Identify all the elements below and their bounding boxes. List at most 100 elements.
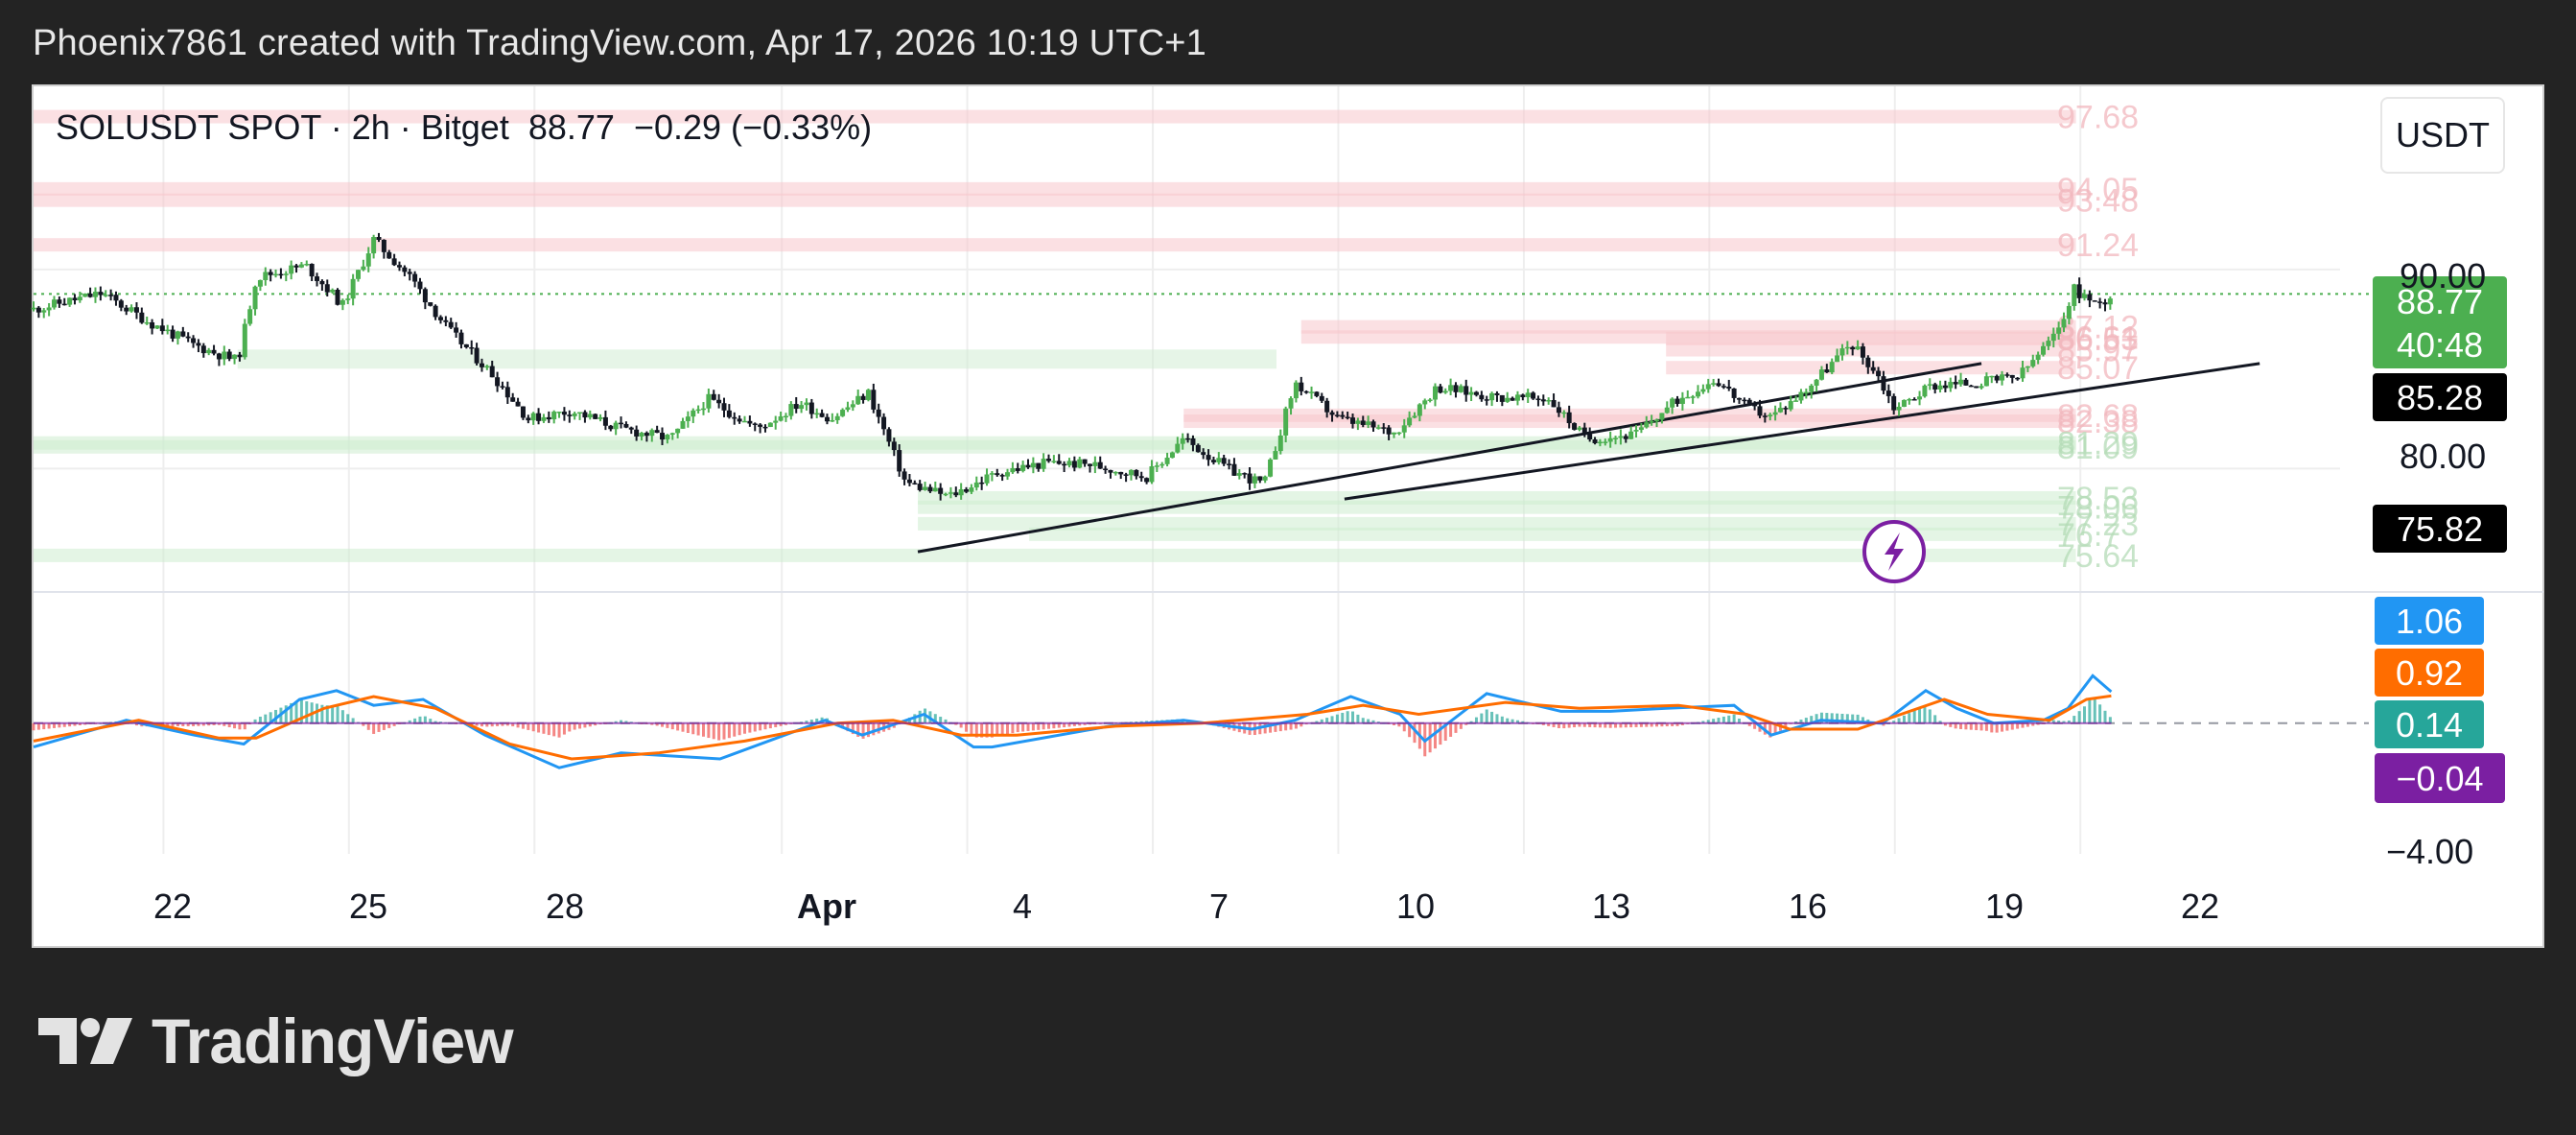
macd-histogram-bar <box>166 722 170 727</box>
macd-histogram-bar <box>1861 717 1864 723</box>
macd-histogram-bar <box>134 722 138 726</box>
candle-body <box>1427 399 1433 401</box>
candle-body <box>1329 412 1335 415</box>
candle-body <box>1489 392 1495 401</box>
candle-body <box>407 272 412 274</box>
candle-body <box>129 307 134 312</box>
candle-body <box>298 264 304 268</box>
candle-body <box>799 405 805 410</box>
candle-body <box>1649 421 1654 423</box>
macd-histogram-bar <box>1289 722 1293 730</box>
candle-body <box>273 273 279 276</box>
candle-body <box>2061 319 2067 328</box>
signal-value-tag: 0.92 <box>2375 649 2484 697</box>
candle-body <box>1118 471 1124 475</box>
candle-body <box>948 492 953 494</box>
histogram-value-tag-text: 0.14 <box>2396 705 2463 745</box>
macd-histogram-bar <box>1979 722 1983 731</box>
candle-body <box>932 487 938 492</box>
macd-histogram-bar <box>1541 722 1545 725</box>
macd-histogram-bar <box>846 722 850 732</box>
histogram-value-tag: 0.14 <box>2375 700 2484 748</box>
resistance-zone-label: 93.48 <box>2057 183 2139 220</box>
symbol-legend[interactable]: SOLUSDT SPOT · 2h · Bitget 88.77 −0.29 (… <box>56 107 873 147</box>
candle-body <box>98 292 104 296</box>
signal-value-tag-text: 0.92 <box>2396 653 2463 693</box>
chart-attribution: Phoenix7861 created with TradingView.com… <box>33 23 1206 63</box>
macd-histogram-bar <box>717 722 721 741</box>
candle-body <box>855 395 861 405</box>
resistance-zone <box>34 238 2076 252</box>
candle-body <box>1154 465 1159 467</box>
macd-histogram-bar <box>1995 722 1999 733</box>
candle-body <box>1958 379 1964 385</box>
macd-histogram-bar <box>681 722 685 732</box>
chart-panel[interactable] <box>32 84 2544 948</box>
macd-histogram-bar <box>325 705 329 723</box>
macd-histogram-bar <box>253 719 257 723</box>
macd-histogram-bar <box>1346 711 1349 723</box>
candle-body <box>561 412 567 415</box>
macd-histogram-bar <box>1335 714 1339 723</box>
candle-body <box>319 280 325 285</box>
candle-body <box>969 487 974 492</box>
candle-body <box>124 307 129 312</box>
x-tick-label: 28 <box>546 887 584 926</box>
candle-body <box>1366 421 1371 425</box>
macd-histogram-bar <box>727 722 731 739</box>
macd-histogram-bar <box>73 722 77 726</box>
candle-body <box>556 412 562 414</box>
macd-histogram-bar <box>527 722 530 730</box>
macd-histogram-bar <box>965 722 969 732</box>
candle-body <box>433 305 438 318</box>
macd-histogram-bar <box>186 722 190 726</box>
macd-histogram-bar <box>1604 722 1607 728</box>
candle-body <box>180 331 186 337</box>
candle-body <box>1690 396 1696 398</box>
macd-histogram-bar <box>1830 713 1834 723</box>
candle-body <box>484 366 490 368</box>
macd-histogram-bar <box>181 722 185 726</box>
macd-histogram-bar <box>423 716 427 723</box>
macd-histogram-bar <box>1485 709 1488 723</box>
macd-histogram-bar <box>258 716 262 723</box>
candle-body <box>587 414 593 418</box>
candle-body <box>577 412 583 414</box>
macd-histogram-bar <box>1727 715 1731 723</box>
macd-histogram-bar <box>372 722 376 734</box>
candle-body <box>979 482 985 485</box>
candle-body <box>350 278 356 299</box>
candle-body <box>1531 392 1536 399</box>
y-tick-label: −4.00 <box>2386 832 2473 871</box>
candle-body <box>1654 419 1660 422</box>
candle-body <box>165 329 171 332</box>
macd-histogram-bar <box>1892 721 1896 723</box>
macd-histogram-bar <box>1773 722 1777 735</box>
candle-body <box>345 298 351 300</box>
last-price-tag-text: 88.77 <box>2397 282 2483 321</box>
candle-body <box>1309 391 1315 393</box>
macd-histogram-bar <box>1443 722 1447 742</box>
macd-histogram-bar <box>1928 709 1932 723</box>
currency-button[interactable]: USDT <box>2380 97 2505 174</box>
candle-body <box>1201 452 1206 456</box>
histogram-value-tag-bg <box>2375 700 2484 748</box>
candle-body <box>422 289 428 303</box>
macd-histogram-bar <box>207 722 211 726</box>
macd-histogram-bar <box>1547 722 1551 726</box>
macd-histogram-bar <box>959 722 963 728</box>
candle-body <box>1381 427 1387 429</box>
macd-histogram-bar <box>1675 722 1679 726</box>
macd-histogram-bar <box>233 722 237 729</box>
candle-body <box>850 404 855 408</box>
bar-countdown-text: 40:48 <box>2397 325 2483 365</box>
macd-histogram-bar <box>1397 722 1401 727</box>
candle-body <box>876 409 881 417</box>
candle-body <box>530 413 536 421</box>
candle-body <box>824 416 830 422</box>
x-tick-label: 22 <box>153 887 192 926</box>
support-zone <box>918 516 2076 531</box>
candle-body <box>211 349 217 354</box>
candle-body <box>103 295 108 296</box>
